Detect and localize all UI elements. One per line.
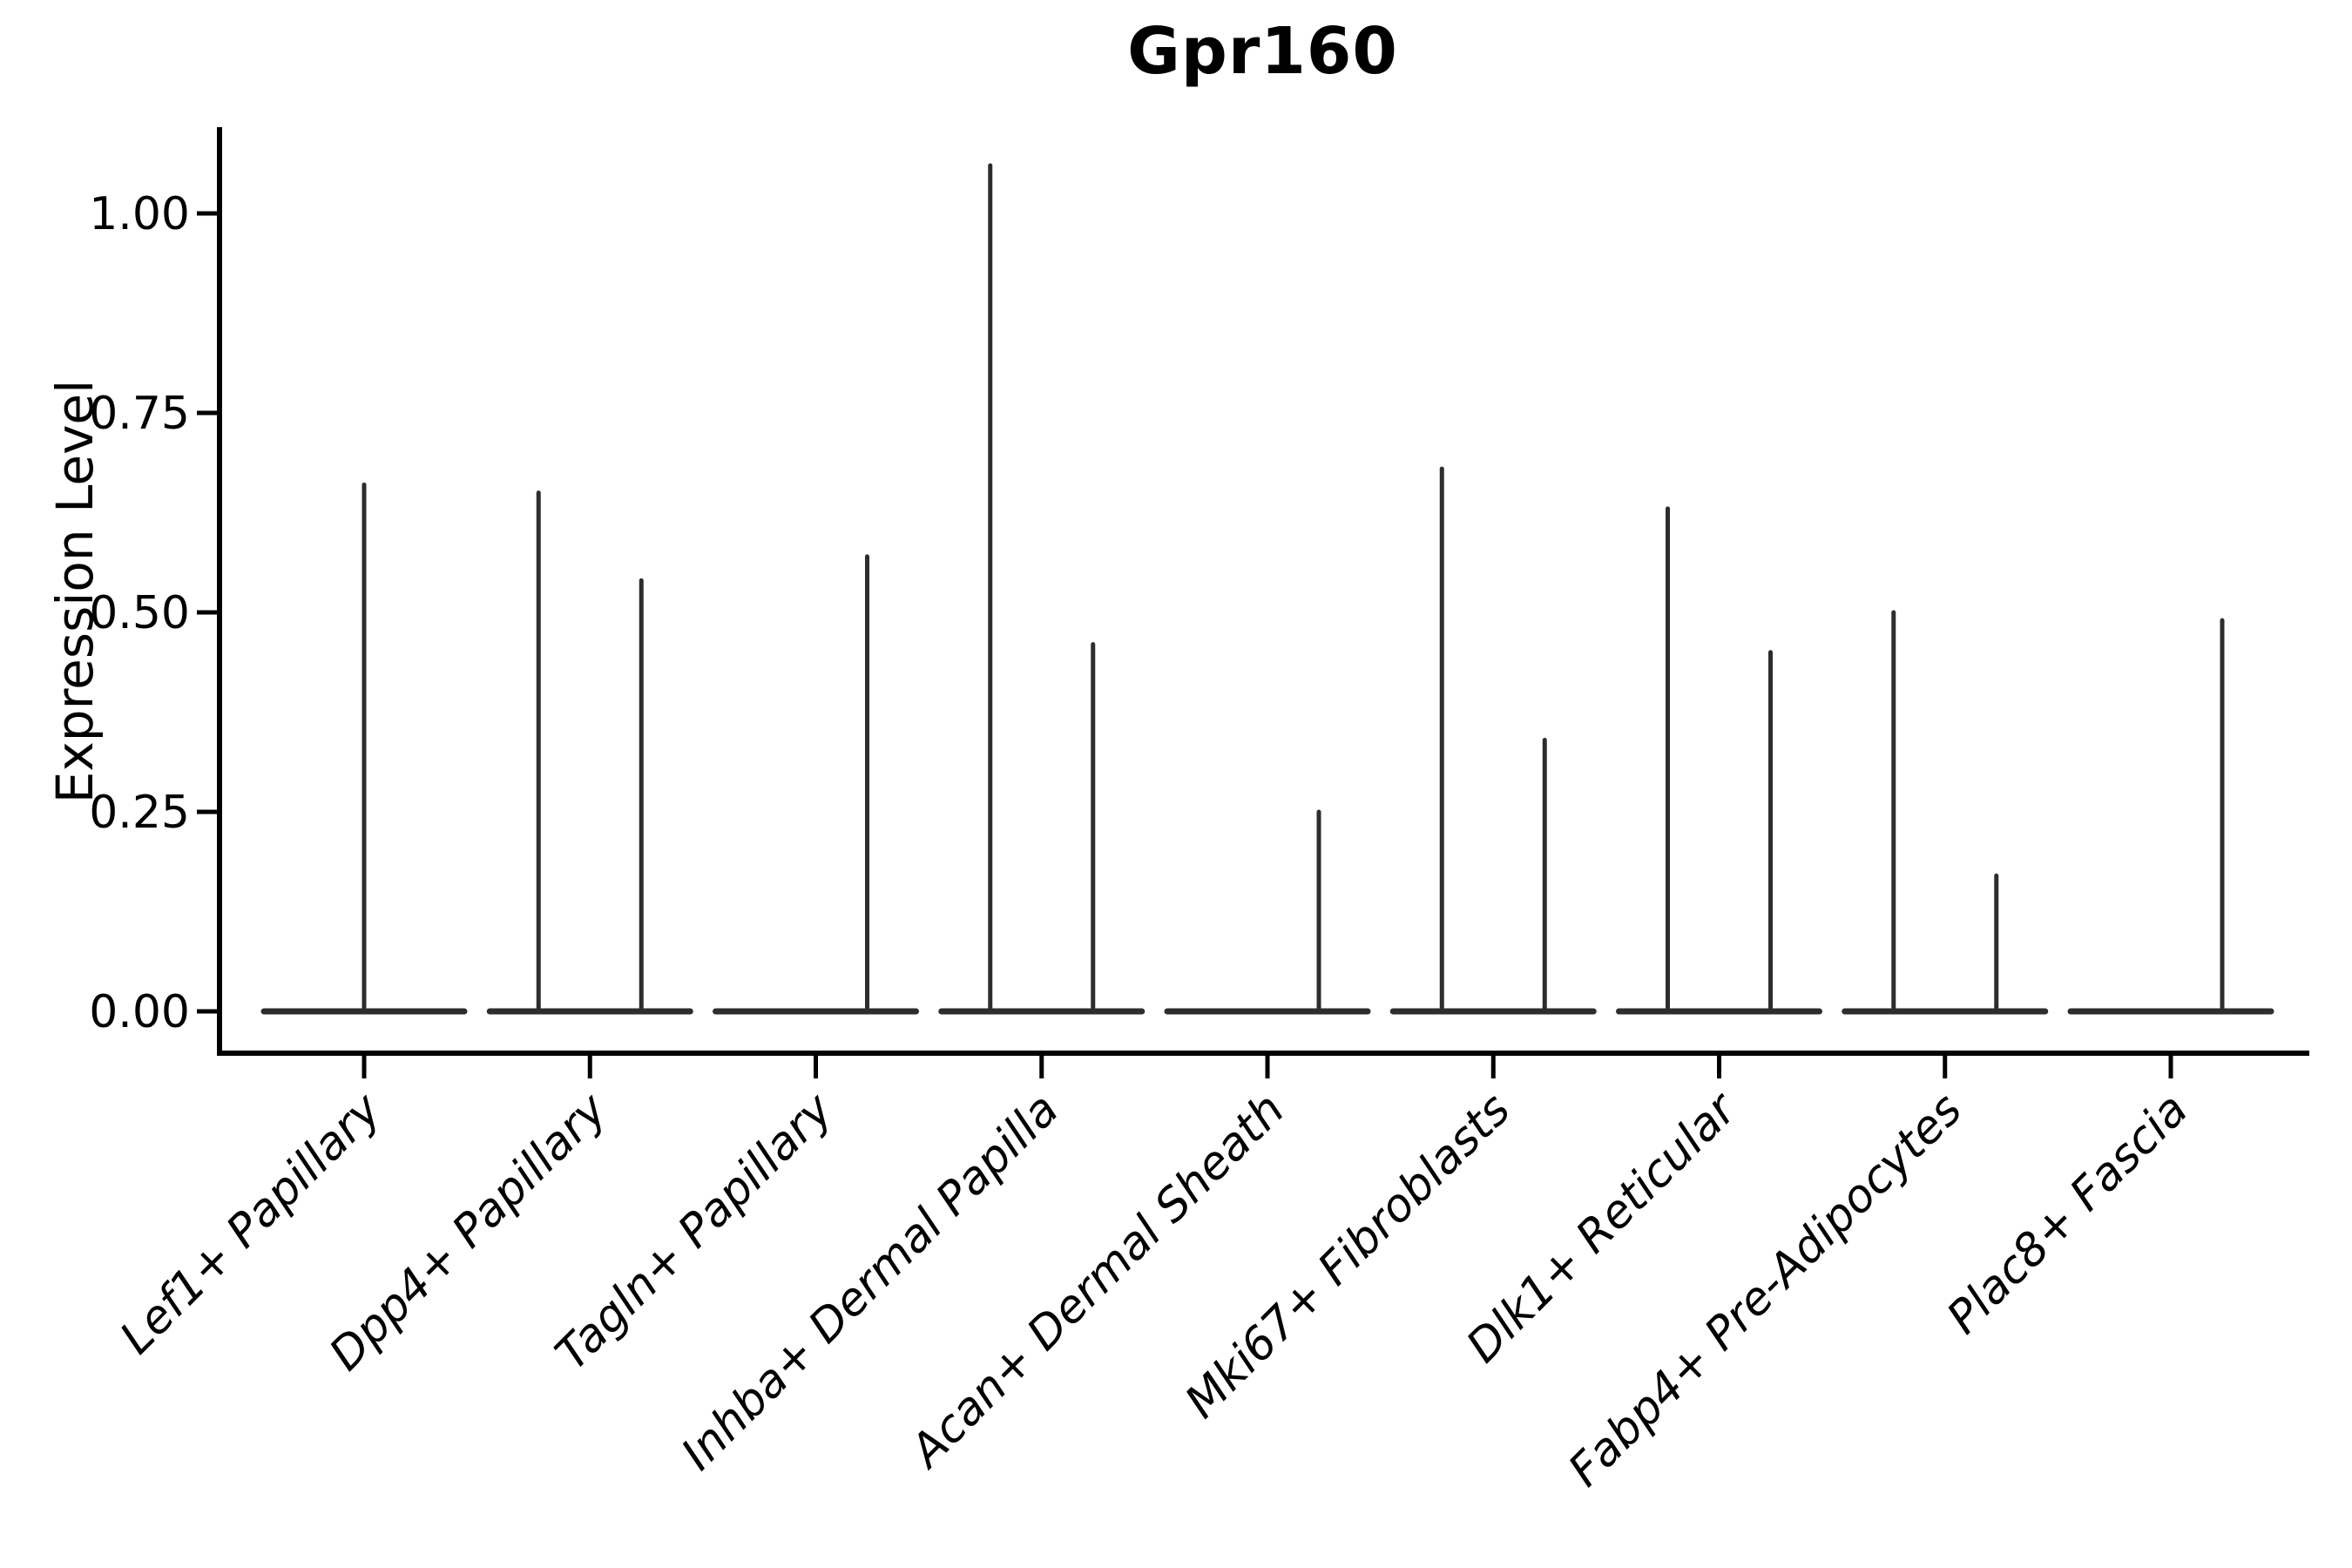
- x-axis-spine: [217, 1051, 2309, 1056]
- x-category-label: Plac8+ Fascia: [1937, 1084, 2198, 1344]
- y-axis-spine: [217, 127, 222, 1056]
- y-tick: [197, 211, 217, 216]
- y-tick-label: 0.75: [89, 388, 190, 440]
- x-tick: [1039, 1056, 1044, 1078]
- y-tick-label: 0.25: [89, 787, 190, 839]
- x-category-label: Fabp4+ Pre-Adipocytes: [1558, 1084, 1972, 1497]
- y-tick: [197, 410, 217, 416]
- x-tick: [814, 1056, 818, 1078]
- x-tick: [587, 1056, 592, 1078]
- y-tick: [197, 809, 217, 814]
- y-tick-label: 0.50: [89, 587, 190, 639]
- x-tick: [1490, 1056, 1496, 1078]
- x-category-label: Acan+ Dermal Sheath: [899, 1084, 1294, 1479]
- x-tick: [362, 1056, 367, 1078]
- y-tick-label: 1.00: [89, 188, 190, 240]
- x-tick: [1717, 1056, 1721, 1078]
- y-tick: [197, 1009, 217, 1014]
- x-tick: [1265, 1056, 1270, 1078]
- x-tick: [2168, 1056, 2173, 1078]
- x-tick: [1943, 1056, 1948, 1078]
- chart-title: Gpr160: [1127, 14, 1398, 89]
- y-tick-label: 0.00: [89, 986, 190, 1038]
- y-tick: [197, 610, 217, 615]
- x-category-label: Inhba+ Dermal Papilla: [672, 1084, 1069, 1481]
